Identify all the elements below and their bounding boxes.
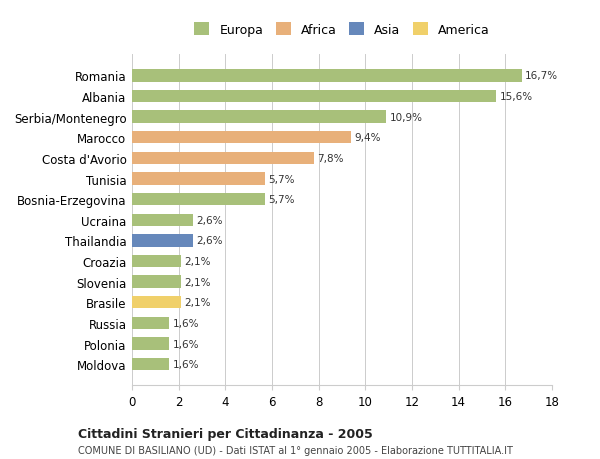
Text: 9,4%: 9,4% [355, 133, 382, 143]
Text: 1,6%: 1,6% [173, 339, 199, 349]
Text: 10,9%: 10,9% [390, 112, 423, 123]
Bar [132, 70, 521, 83]
Text: 2,1%: 2,1% [185, 297, 211, 308]
Text: 1,6%: 1,6% [173, 318, 199, 328]
Bar [132, 152, 314, 165]
Text: 2,6%: 2,6% [196, 215, 223, 225]
Text: COMUNE DI BASILIANO (UD) - Dati ISTAT al 1° gennaio 2005 - Elaborazione TUTTITAL: COMUNE DI BASILIANO (UD) - Dati ISTAT al… [78, 445, 513, 455]
Bar [132, 173, 265, 185]
Bar [132, 317, 169, 330]
Text: 15,6%: 15,6% [499, 92, 533, 102]
Bar [132, 91, 496, 103]
Text: 2,6%: 2,6% [196, 236, 223, 246]
Text: 7,8%: 7,8% [317, 154, 344, 163]
Bar [132, 255, 181, 268]
Bar [132, 338, 169, 350]
Legend: Europa, Africa, Asia, America: Europa, Africa, Asia, America [190, 18, 494, 42]
Text: 2,1%: 2,1% [185, 257, 211, 267]
Bar [132, 235, 193, 247]
Bar [132, 276, 181, 288]
Bar [132, 214, 193, 226]
Text: 16,7%: 16,7% [525, 71, 558, 81]
Bar [132, 132, 352, 144]
Text: Cittadini Stranieri per Cittadinanza - 2005: Cittadini Stranieri per Cittadinanza - 2… [78, 427, 373, 440]
Text: 5,7%: 5,7% [269, 174, 295, 184]
Bar [132, 297, 181, 309]
Bar [132, 194, 265, 206]
Text: 2,1%: 2,1% [185, 277, 211, 287]
Bar [132, 358, 169, 370]
Text: 5,7%: 5,7% [269, 195, 295, 205]
Bar [132, 111, 386, 123]
Text: 1,6%: 1,6% [173, 359, 199, 369]
